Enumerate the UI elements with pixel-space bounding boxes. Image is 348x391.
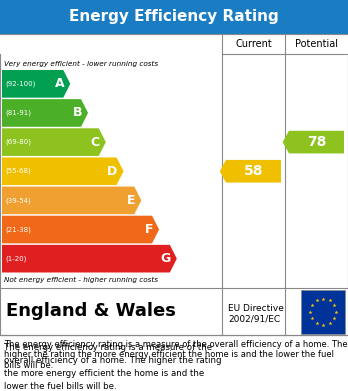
Bar bbox=[301, 289, 345, 334]
Text: (69-80): (69-80) bbox=[5, 139, 31, 145]
Text: (1-20): (1-20) bbox=[5, 255, 26, 262]
Text: B: B bbox=[72, 106, 82, 120]
Text: Not energy efficient - higher running costs: Not energy efficient - higher running co… bbox=[4, 277, 158, 283]
Text: C: C bbox=[91, 136, 100, 149]
Text: EU Directive: EU Directive bbox=[228, 304, 284, 313]
Bar bbox=[0, 0, 348, 34]
Text: D: D bbox=[107, 165, 118, 178]
Polygon shape bbox=[2, 187, 141, 214]
Text: Energy Efficiency Rating: Energy Efficiency Rating bbox=[69, 9, 279, 25]
Text: E: E bbox=[127, 194, 135, 207]
Text: lower the fuel bills will be.: lower the fuel bills will be. bbox=[4, 382, 117, 391]
Text: F: F bbox=[144, 223, 153, 236]
Text: (39-54): (39-54) bbox=[5, 197, 31, 204]
Polygon shape bbox=[2, 99, 88, 127]
Polygon shape bbox=[2, 128, 106, 156]
Polygon shape bbox=[220, 160, 281, 183]
Text: Potential: Potential bbox=[295, 39, 338, 49]
Text: (21-38): (21-38) bbox=[5, 226, 31, 233]
Polygon shape bbox=[2, 158, 124, 185]
Text: A: A bbox=[55, 77, 64, 90]
Text: (55-68): (55-68) bbox=[5, 168, 31, 174]
Polygon shape bbox=[2, 70, 70, 98]
Bar bbox=[0, 288, 348, 335]
Text: 78: 78 bbox=[307, 135, 326, 149]
Text: the more energy efficient the home is and the: the more energy efficient the home is an… bbox=[4, 369, 204, 378]
Text: The energy efficiency rating is a measure of the: The energy efficiency rating is a measur… bbox=[4, 343, 212, 352]
Text: (81-91): (81-91) bbox=[5, 110, 31, 116]
Text: overall efficiency of a home. The higher the rating: overall efficiency of a home. The higher… bbox=[4, 356, 221, 365]
Text: The energy efficiency rating is a measure of the overall efficiency of a home. T: The energy efficiency rating is a measur… bbox=[4, 340, 348, 370]
Text: England & Wales: England & Wales bbox=[6, 303, 176, 321]
Text: 58: 58 bbox=[244, 164, 263, 178]
Text: Very energy efficient - lower running costs: Very energy efficient - lower running co… bbox=[4, 61, 158, 67]
Text: Current: Current bbox=[235, 39, 272, 49]
Text: 2002/91/EC: 2002/91/EC bbox=[228, 314, 280, 323]
Polygon shape bbox=[2, 216, 159, 243]
Text: (92-100): (92-100) bbox=[5, 81, 35, 87]
Bar bbox=[0, 34, 348, 335]
Polygon shape bbox=[283, 131, 344, 153]
Bar bbox=[0, 34, 348, 54]
Text: G: G bbox=[160, 252, 171, 265]
Polygon shape bbox=[2, 245, 177, 273]
